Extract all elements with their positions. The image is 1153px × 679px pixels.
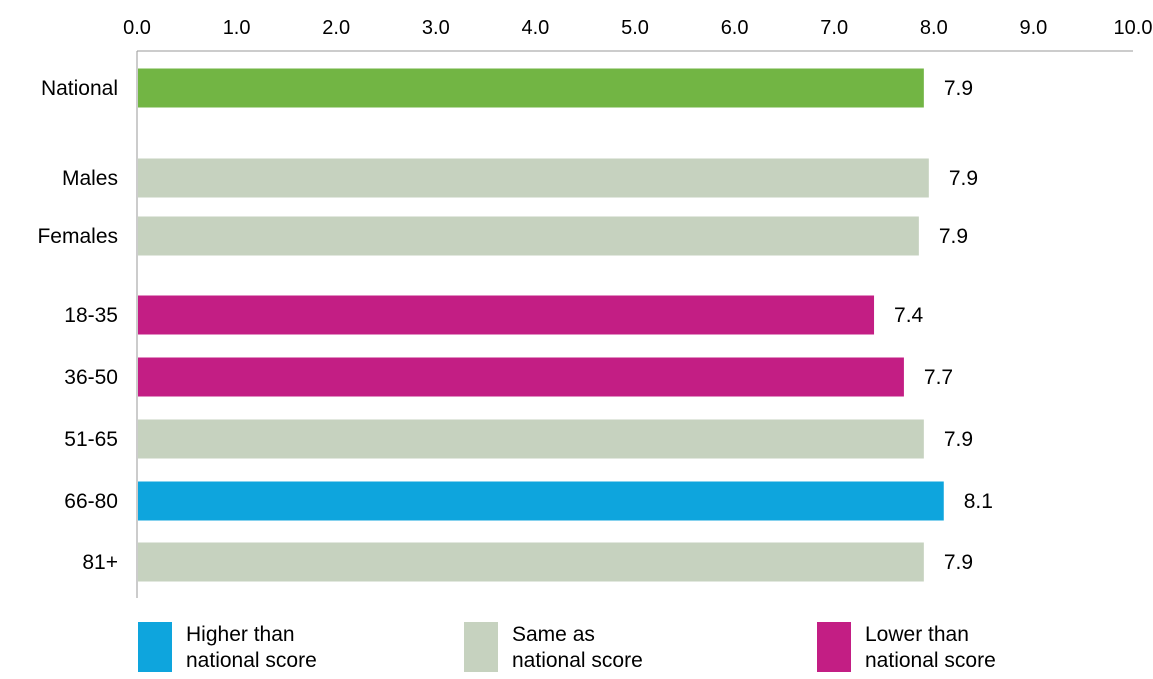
bar-national: [138, 68, 924, 108]
bar-males: [138, 158, 929, 198]
value-label: 7.4: [894, 304, 924, 327]
legend-label-lower: Lower than national score: [865, 623, 996, 672]
legend-swatch-same: [464, 622, 498, 672]
category-label: National: [41, 77, 118, 100]
x-tick-label: 3.0: [422, 17, 450, 39]
x-tick-label: 7.0: [820, 17, 848, 39]
x-tick-label: 1.0: [223, 17, 251, 39]
value-label: 7.9: [944, 551, 973, 574]
x-tick-label: 4.0: [521, 17, 549, 39]
value-label: 8.1: [964, 490, 993, 513]
x-tick-label: 10.0: [1114, 17, 1153, 39]
category-label: 66-80: [64, 490, 118, 513]
legend-swatch-lower: [817, 622, 851, 672]
value-label: 7.9: [944, 428, 973, 451]
x-axis-ticks: 0.0 1.0 2.0 3.0 4.0 5.0 6.0 7.0 8.0 9.0 10.0: [123, 17, 1152, 39]
bar-51-65: [138, 419, 924, 459]
x-tick-label: 6.0: [721, 17, 749, 39]
category-label: Females: [37, 225, 118, 248]
bar-18-35: [138, 295, 875, 335]
value-label: 7.9: [944, 77, 973, 100]
category-label: Males: [62, 167, 118, 190]
x-tick-label: 8.0: [920, 17, 948, 39]
x-tick-label: 2.0: [322, 17, 350, 39]
x-tick-label: 0.0: [123, 17, 151, 39]
legend-label-same: Same as national score: [512, 623, 643, 672]
bar-66-80: [138, 481, 944, 521]
bars: National 7.9 Males 7.9 Females 7.9 18-35 7.4 36-…: [37, 68, 993, 582]
bar-81-: [138, 542, 924, 582]
legend-label-higher: Higher than national score: [186, 623, 317, 672]
category-label: 18-35: [64, 304, 118, 327]
bar-females: [138, 216, 919, 256]
bar-chart: 0.0 1.0 2.0 3.0 4.0 5.0 6.0 7.0 8.0 9.0 10.0 Natio…: [37, 17, 1152, 598]
value-label: 7.9: [949, 167, 978, 190]
value-label: 7.7: [924, 366, 953, 389]
category-label: 51-65: [64, 428, 118, 451]
legend-swatch-higher: [138, 622, 172, 672]
category-label: 81+: [82, 551, 118, 574]
category-label: 36-50: [64, 366, 118, 389]
x-tick-label: 5.0: [621, 17, 649, 39]
bar-36-50: [138, 357, 904, 397]
x-tick-label: 9.0: [1019, 17, 1047, 39]
value-label: 7.9: [939, 225, 968, 248]
